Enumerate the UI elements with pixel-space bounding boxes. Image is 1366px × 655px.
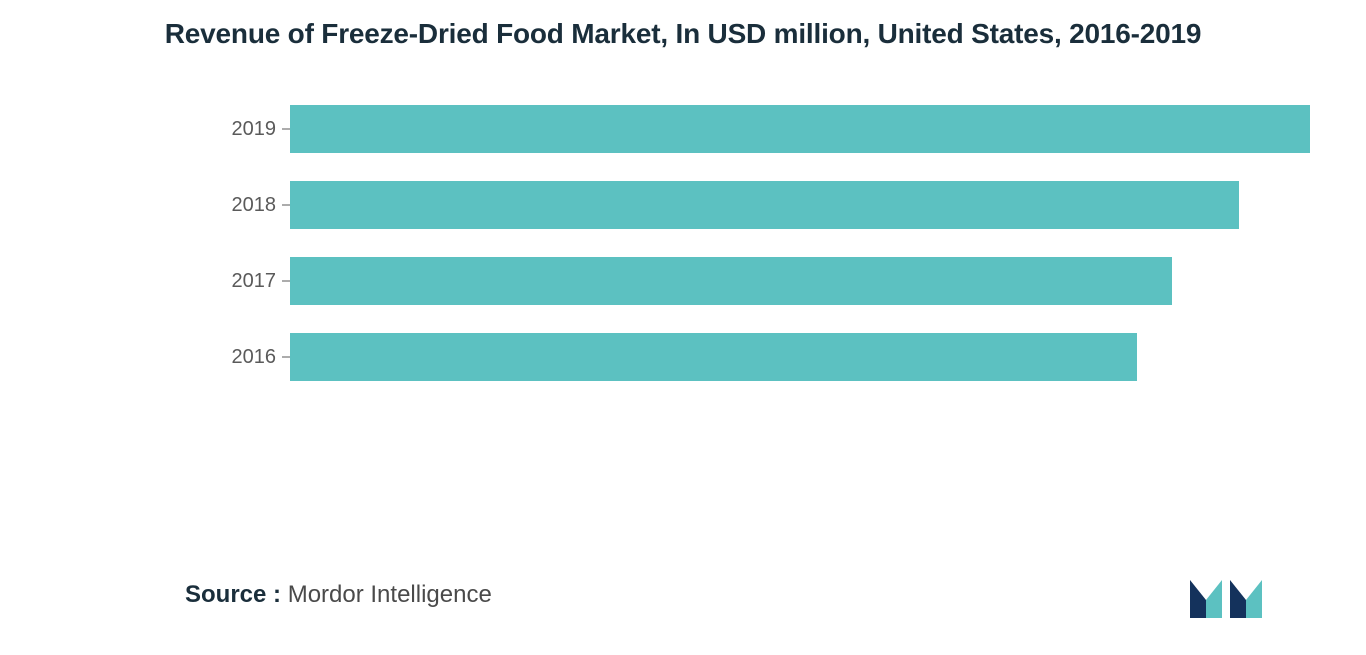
y-axis-label: 2016 — [0, 346, 290, 369]
source-attribution: Source : Mordor Intelligence — [185, 581, 492, 609]
bar-row: 2018 — [0, 181, 1366, 229]
bar-fill-2017 — [290, 257, 1172, 305]
chart-container: Revenue of Freeze-Dried Food Market, In … — [0, 0, 1366, 655]
bar-row: 2019 — [0, 105, 1366, 153]
bar-fill-2019 — [290, 105, 1310, 153]
chart-footer: Source : Mordor Intelligence — [0, 570, 1366, 620]
bar-row: 2017 — [0, 257, 1366, 305]
y-axis-label: 2019 — [0, 118, 290, 141]
bar-fill-2018 — [290, 181, 1239, 229]
y-axis-label: 2017 — [0, 270, 290, 293]
mordor-logo-icon — [1188, 570, 1276, 620]
y-axis-label: 2018 — [0, 194, 290, 217]
source-value: Mordor Intelligence — [288, 581, 492, 608]
bar-track — [290, 333, 1310, 381]
source-label: Source : — [185, 581, 281, 608]
bar-fill-2016 — [290, 333, 1137, 381]
bar-row: 2016 — [0, 333, 1366, 381]
bar-track — [290, 257, 1310, 305]
bar-track — [290, 105, 1310, 153]
bar-track — [290, 181, 1310, 229]
chart-title: Revenue of Freeze-Dried Food Market, In … — [0, 0, 1366, 60]
chart-plot-area: 2019 2018 2017 2016 — [0, 105, 1366, 485]
